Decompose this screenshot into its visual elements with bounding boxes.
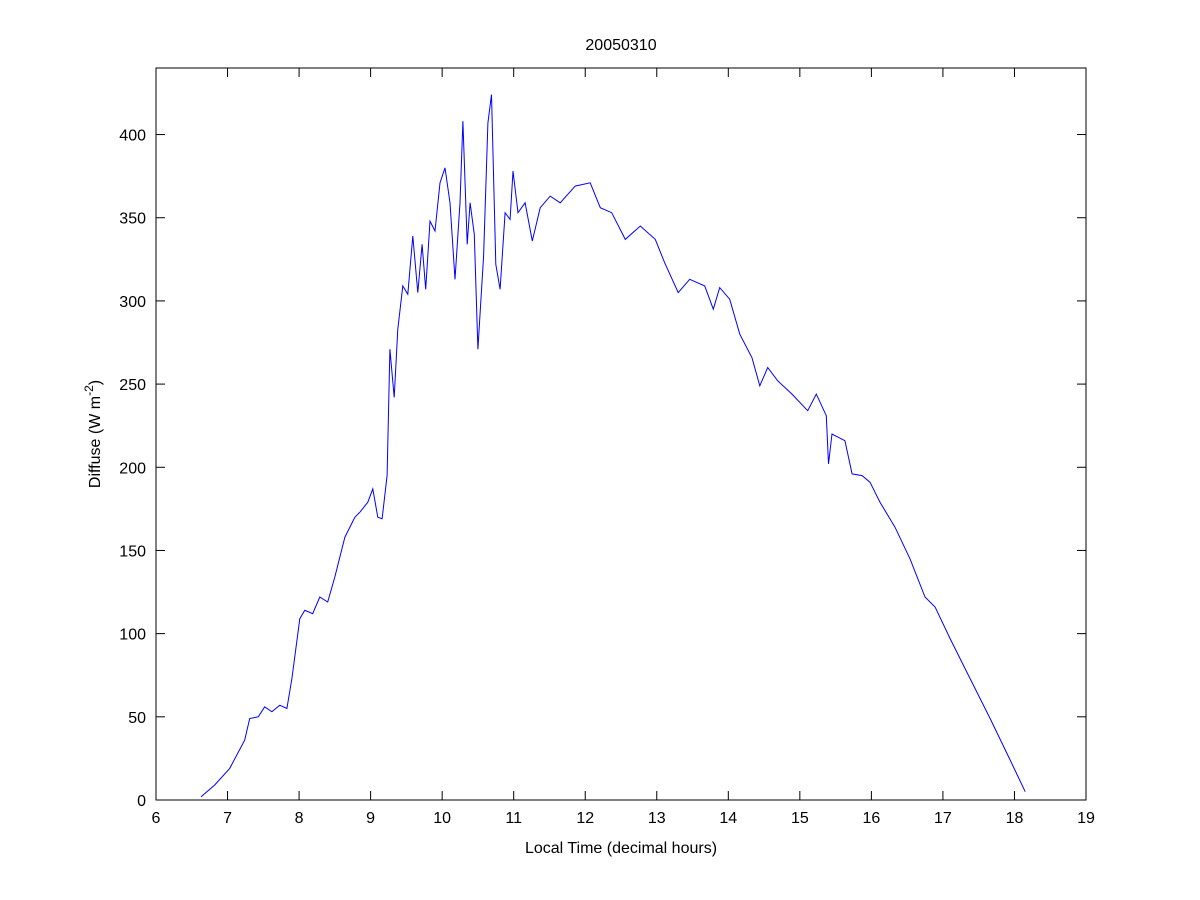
x-tick-label: 12 [576, 810, 594, 827]
y-axis-label: Diffuse (W m-2) [82, 380, 104, 488]
x-axis-label: Local Time (decimal hours) [525, 840, 717, 857]
x-tick-label: 17 [934, 810, 952, 827]
x-tick-label: 11 [505, 810, 522, 827]
chart-title: 20050310 [585, 37, 656, 54]
x-tick-label: 14 [719, 810, 737, 827]
x-tick-label: 13 [648, 810, 666, 827]
x-tick-label: 18 [1006, 810, 1024, 827]
x-tick-label: 15 [791, 810, 809, 827]
y-tick-label: 250 [119, 377, 146, 394]
y-tick-label: 200 [119, 460, 146, 477]
plot-area [155, 67, 1087, 801]
y-tick-label: 400 [119, 128, 146, 145]
x-tick-label: 9 [366, 810, 375, 827]
y-tick-label: 150 [119, 543, 146, 560]
y-tick-label: 350 [119, 211, 146, 228]
x-tick-label: 7 [223, 810, 232, 827]
x-tick-label: 6 [152, 810, 161, 827]
x-tick-label: 16 [862, 810, 880, 827]
x-tick-label: 19 [1077, 810, 1095, 827]
x-tick-label: 10 [433, 810, 451, 827]
y-axis-label-close: ) [87, 380, 104, 385]
y-tick-label: 0 [137, 793, 146, 810]
y-tick-label: 300 [119, 294, 146, 311]
x-tick-label: 8 [295, 810, 304, 827]
series-line [200, 94, 1026, 798]
y-tick-label: 100 [119, 627, 146, 644]
y-axis-label-sup: -2 [82, 385, 96, 396]
y-axis-label-main: Diffuse (W m [87, 396, 104, 488]
y-tick-label: 50 [128, 710, 146, 727]
